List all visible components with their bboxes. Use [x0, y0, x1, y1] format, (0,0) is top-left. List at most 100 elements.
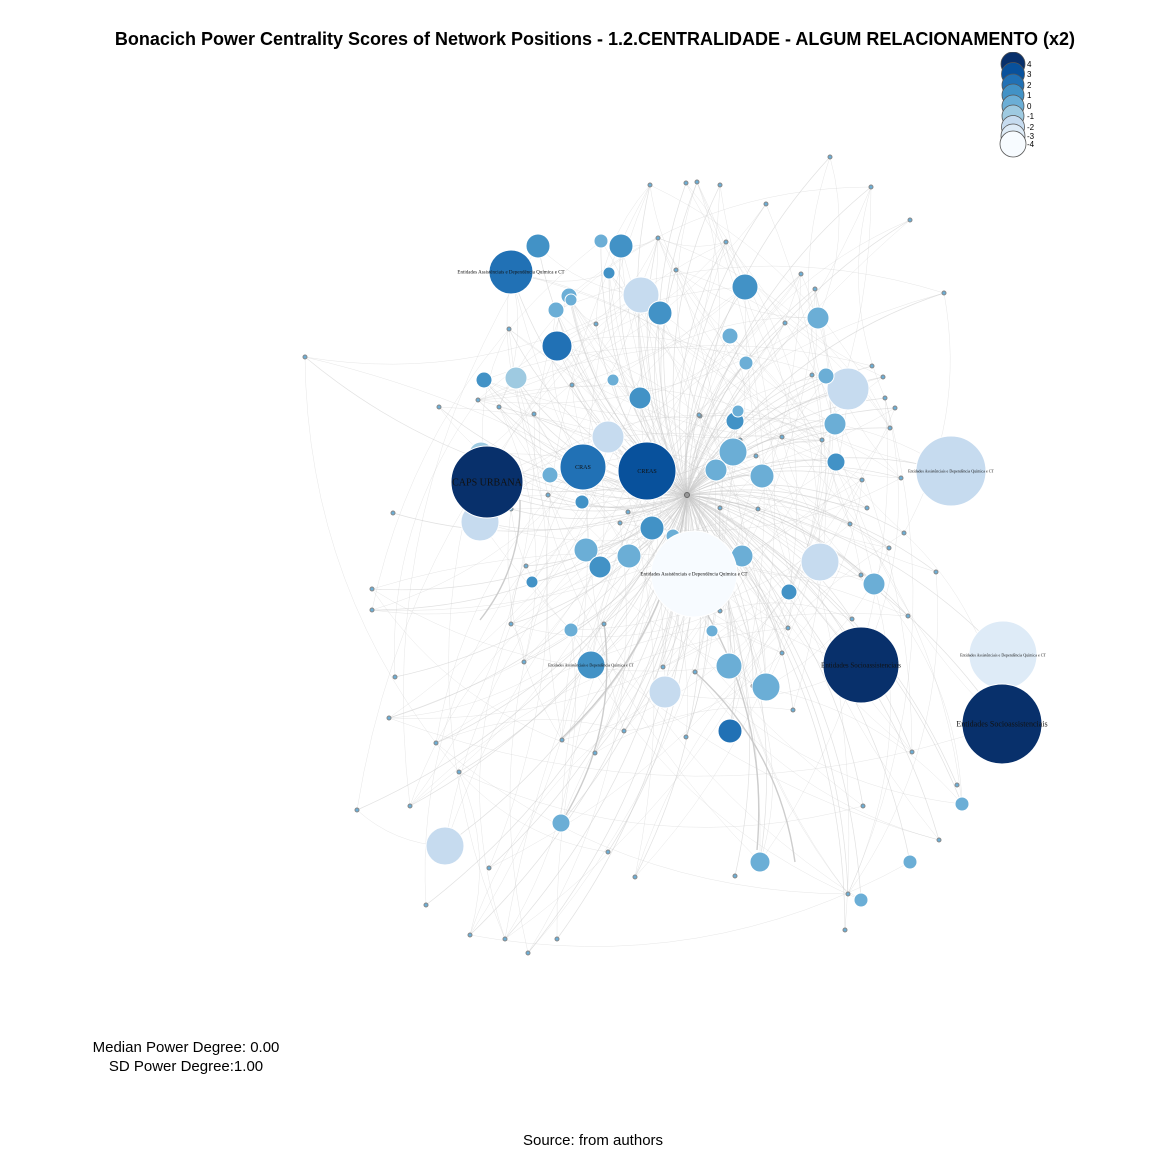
network-node-small	[827, 154, 833, 160]
edge	[752, 685, 963, 805]
edge	[458, 771, 480, 936]
network-node-small	[864, 505, 870, 511]
network-node	[823, 412, 847, 436]
edge	[477, 399, 862, 666]
edge	[903, 292, 951, 534]
edge	[594, 706, 794, 754]
network-node	[717, 718, 743, 744]
edge	[699, 415, 743, 557]
edge	[546, 184, 651, 741]
edge	[715, 469, 849, 895]
network-node	[647, 300, 673, 326]
network-node-small	[508, 621, 514, 627]
edge	[556, 345, 734, 453]
edge	[523, 184, 721, 663]
edge	[356, 294, 642, 811]
network-node-small	[369, 586, 375, 592]
edge	[715, 469, 875, 585]
edge	[676, 181, 700, 416]
edge	[388, 375, 827, 719]
edge	[686, 494, 754, 687]
edge	[623, 273, 802, 732]
legend-label: -4	[1027, 140, 1035, 149]
edge	[744, 286, 940, 841]
edge	[556, 237, 659, 347]
network-node	[704, 458, 728, 482]
network-node-small	[569, 382, 575, 388]
edge	[510, 271, 783, 438]
network-node	[622, 276, 660, 314]
network-node-small	[436, 404, 442, 410]
network-node-small	[694, 179, 700, 185]
edge	[483, 379, 836, 438]
network-node-small	[882, 395, 888, 401]
edge	[698, 412, 823, 441]
edge	[672, 184, 721, 496]
network-node	[853, 892, 869, 908]
network-node	[628, 386, 652, 410]
network-node-small	[559, 737, 565, 743]
network-node-small	[798, 271, 804, 277]
network-node-small	[779, 434, 785, 440]
edge	[729, 335, 875, 585]
edge	[547, 494, 862, 901]
network-hub	[684, 492, 690, 498]
edge	[675, 269, 819, 319]
network-node	[525, 575, 539, 589]
network-node-small	[692, 669, 698, 675]
network-node-small	[486, 865, 492, 871]
edge	[483, 379, 629, 513]
network-node-small	[880, 374, 886, 380]
network-node-small	[467, 932, 473, 938]
edge	[686, 494, 937, 573]
edge	[469, 466, 588, 936]
edge	[817, 156, 840, 319]
edge	[847, 583, 891, 895]
edge	[686, 388, 849, 496]
network-node	[826, 367, 870, 411]
network-node-small	[933, 569, 939, 575]
edge	[686, 494, 862, 901]
edge	[788, 374, 822, 593]
edge	[549, 474, 688, 500]
network-node	[705, 624, 719, 638]
edge	[556, 336, 747, 364]
edge	[600, 240, 642, 399]
network-node-labeled	[650, 530, 738, 618]
network-node	[541, 330, 573, 362]
edge	[729, 335, 862, 576]
network-node-small	[887, 425, 893, 431]
network-node-small	[842, 927, 848, 933]
network-node-small	[845, 891, 851, 897]
edge	[686, 375, 827, 496]
network-node	[525, 233, 551, 259]
network-node	[475, 371, 493, 389]
edge	[623, 494, 689, 732]
source-caption: Source: from authors	[522, 1132, 664, 1149]
edge	[479, 508, 759, 542]
network-node	[541, 466, 559, 484]
edge	[639, 273, 802, 399]
network-node	[564, 293, 578, 307]
edge	[634, 532, 905, 878]
edge	[781, 436, 823, 443]
edge	[486, 241, 727, 483]
edge	[561, 591, 790, 741]
edge	[504, 629, 576, 940]
edge	[664, 322, 786, 693]
edge	[479, 499, 521, 621]
edge	[719, 184, 905, 534]
edge	[570, 299, 759, 510]
edge	[686, 186, 872, 496]
edge	[444, 375, 827, 847]
edge	[510, 623, 525, 663]
network-node-small	[753, 453, 759, 459]
edge	[504, 219, 911, 940]
network-node-small	[673, 267, 679, 273]
edge	[765, 547, 890, 688]
network-node	[573, 537, 599, 563]
network-node-small	[909, 749, 915, 755]
node-label: Entidades Assistênciais e Dependência Qu…	[640, 573, 747, 578]
edge	[304, 294, 642, 365]
legend-labels: 43 21 0-1 -2-3-4	[1027, 60, 1035, 149]
